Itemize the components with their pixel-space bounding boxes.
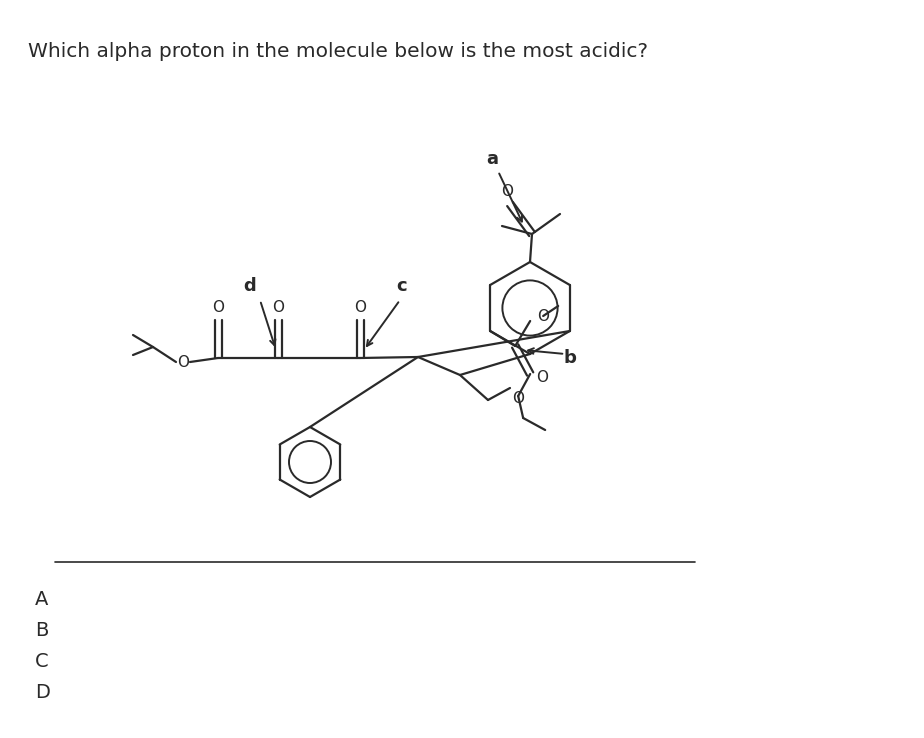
Text: b: b [564, 349, 577, 367]
Text: d: d [244, 277, 256, 295]
Text: O: O [354, 300, 366, 314]
Text: B: B [35, 621, 48, 640]
Text: O: O [212, 300, 224, 314]
Text: O: O [512, 390, 524, 405]
Text: D: D [35, 683, 50, 702]
Text: O: O [536, 370, 548, 384]
Text: O: O [272, 300, 284, 314]
Text: c: c [396, 277, 407, 295]
Text: A: A [35, 590, 48, 609]
Text: Which alpha proton in the molecule below is the most acidic?: Which alpha proton in the molecule below… [28, 42, 648, 61]
Text: a: a [486, 150, 498, 168]
Text: O: O [177, 354, 189, 370]
Text: C: C [35, 652, 49, 671]
Text: O: O [501, 184, 513, 199]
Text: O: O [537, 308, 549, 323]
